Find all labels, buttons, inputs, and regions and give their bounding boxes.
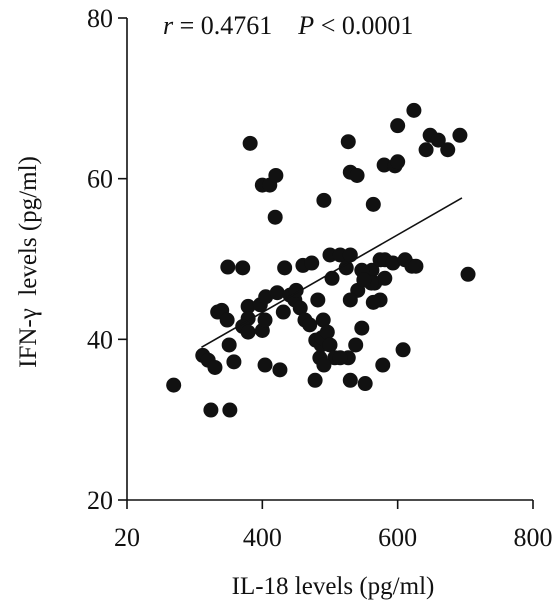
point (288, 282, 304, 298)
point (390, 154, 406, 170)
y-axis-label: IFN-γ levels (pg/ml) (15, 156, 42, 368)
point (220, 259, 236, 275)
point (408, 258, 424, 274)
point (219, 312, 235, 328)
point (406, 102, 422, 118)
point (221, 337, 237, 353)
x-axis-label: IL-18 levels (pg/ml) (232, 573, 435, 600)
point (332, 350, 348, 366)
point (242, 135, 258, 151)
point (277, 260, 293, 276)
x-tick-label: 20 (114, 523, 140, 552)
annotation-part: r (163, 11, 174, 40)
point (257, 312, 273, 328)
point (340, 134, 356, 150)
point (348, 337, 364, 353)
point (460, 266, 476, 282)
point (275, 304, 291, 320)
point (365, 196, 381, 212)
point (267, 209, 283, 225)
point (452, 127, 468, 143)
point (418, 142, 434, 158)
point (430, 132, 446, 148)
point (315, 312, 331, 328)
point (342, 247, 358, 263)
point (316, 357, 332, 373)
trend-line (201, 197, 463, 349)
point (304, 255, 320, 271)
point (272, 362, 288, 378)
point (207, 359, 223, 375)
point (235, 260, 251, 276)
y-tick-label: 80 (87, 4, 113, 33)
point (377, 270, 393, 286)
point (385, 255, 401, 271)
point (222, 402, 238, 418)
point (302, 317, 318, 333)
point (342, 372, 358, 388)
point (357, 376, 373, 392)
point (310, 292, 326, 308)
x-tick-label: 400 (243, 523, 282, 552)
point (316, 192, 332, 208)
point (338, 260, 354, 276)
point (240, 324, 256, 340)
annotation-part: P (297, 11, 314, 40)
point (319, 324, 335, 340)
point (203, 402, 219, 418)
point (257, 357, 273, 373)
point (440, 142, 456, 158)
point (375, 357, 391, 373)
point (240, 298, 256, 314)
point (376, 157, 392, 173)
y-tick-label: 20 (87, 486, 113, 515)
point (292, 300, 308, 316)
annotation-part: = 0.4761 (173, 11, 272, 40)
point (322, 337, 338, 353)
x-tick-label: 800 (514, 523, 553, 552)
point (268, 167, 284, 183)
annotation-part: < 0.0001 (314, 11, 413, 40)
annotation: r = 0.4761 P < 0.0001 (163, 11, 413, 40)
point (354, 320, 370, 336)
point (365, 294, 381, 310)
y-tick-label: 40 (87, 325, 113, 354)
y-tick-label: 60 (87, 165, 113, 194)
point (226, 354, 242, 370)
point (395, 342, 411, 358)
point (258, 289, 274, 305)
point (349, 167, 365, 183)
point (342, 292, 358, 308)
point (166, 377, 182, 393)
point (390, 118, 406, 134)
point (269, 285, 285, 301)
point (356, 272, 372, 288)
x-tick-label: 600 (378, 523, 417, 552)
point (307, 372, 323, 388)
